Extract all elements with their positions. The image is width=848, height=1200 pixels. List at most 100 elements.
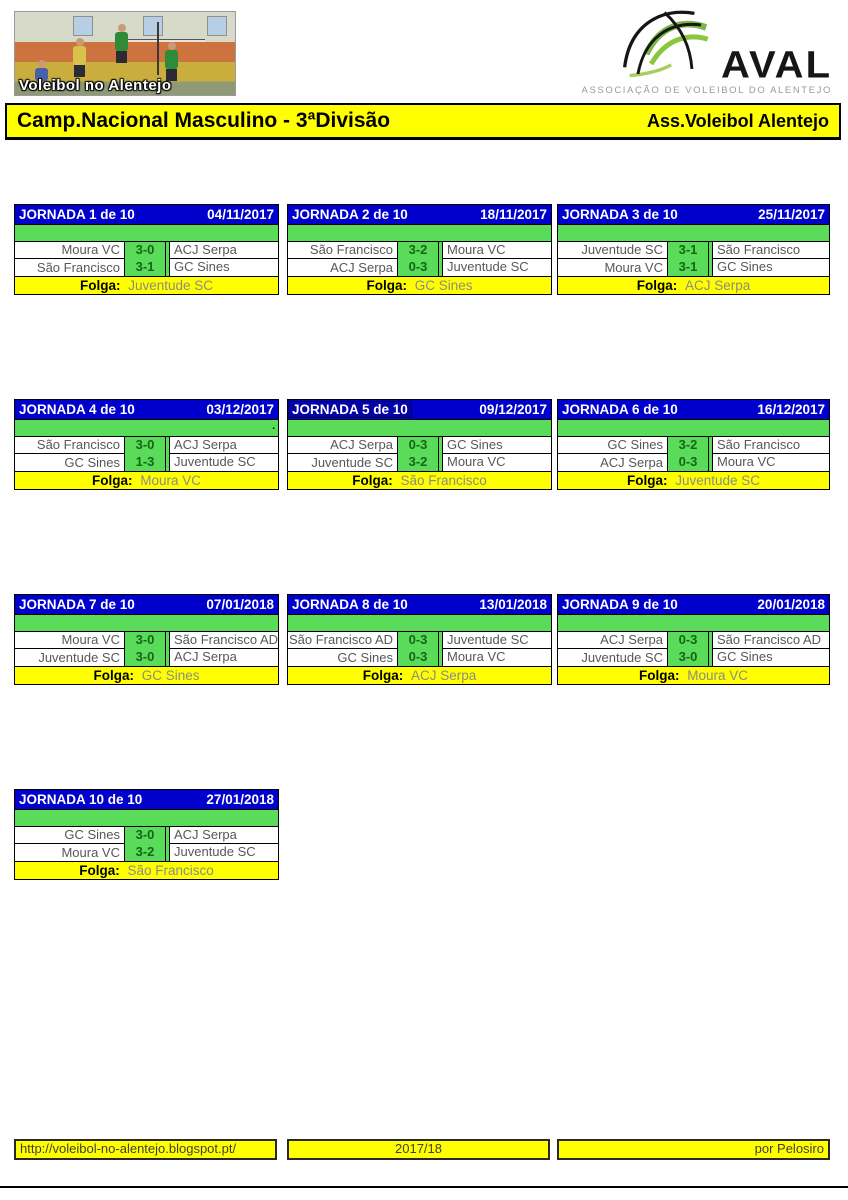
match-away-team[interactable]: GC Sines — [712, 259, 829, 276]
jornada-header[interactable]: JORNADA 6 de 10 16/12/2017 — [558, 400, 829, 420]
match-score[interactable]: 3-2 — [668, 437, 709, 454]
match-score[interactable]: 0-3 — [398, 632, 439, 649]
jornada-matches: Moura VC 3-0 ACJ Serpa São Francisco 3-1… — [15, 241, 278, 276]
match-home-team[interactable]: São Francisco AD — [288, 632, 398, 649]
match-score[interactable]: 3-0 — [125, 437, 166, 454]
match-away-team[interactable]: GC Sines — [712, 649, 829, 666]
match-away-team[interactable]: ACJ Serpa — [169, 649, 279, 666]
match-score[interactable]: 3-0 — [125, 649, 166, 666]
jornada-title: JORNADA 1 de 10 — [19, 207, 135, 222]
jornada-date: 16/12/2017 — [757, 402, 825, 417]
jornada-date: 07/01/2018 — [206, 597, 274, 612]
jornada-table: JORNADA 2 de 10 18/11/2017 São Francisco… — [287, 204, 552, 295]
match-home-team[interactable]: ACJ Serpa — [288, 259, 398, 276]
footer-credit: por Pelosiro — [557, 1139, 830, 1160]
match-score[interactable]: 3-2 — [125, 844, 166, 861]
jornada-folga-row[interactable]: Folga: Moura VC — [15, 471, 278, 489]
folga-team: ACJ Serpa — [410, 668, 477, 683]
match-score[interactable]: 3-1 — [668, 259, 709, 276]
jornada-header[interactable]: JORNADA 3 de 10 25/11/2017 — [558, 205, 829, 225]
match-score[interactable]: 0-3 — [398, 649, 439, 666]
page-title: Camp.Nacional Masculino - 3ªDivisão — [17, 109, 391, 132]
match-home-team[interactable]: Juventude SC — [558, 242, 668, 259]
jornada-folga-row[interactable]: Folga: GC Sines — [288, 276, 551, 294]
match-score[interactable]: 3-0 — [125, 632, 166, 649]
match-score[interactable]: 3-2 — [398, 454, 439, 471]
jornada-title: JORNADA 8 de 10 — [292, 597, 408, 612]
match-score[interactable]: 3-0 — [668, 649, 709, 666]
match-away-team[interactable]: ACJ Serpa — [169, 827, 278, 844]
match-score[interactable]: 0-3 — [398, 259, 439, 276]
match-home-team[interactable]: São Francisco — [288, 242, 398, 259]
match-score[interactable]: 3-2 — [398, 242, 439, 259]
match-home-team[interactable]: Juventude SC — [558, 649, 668, 666]
match-away-team[interactable]: Moura VC — [442, 242, 551, 259]
match-away-team[interactable]: Moura VC — [712, 454, 829, 471]
match-home-team[interactable]: GC Sines — [15, 827, 125, 844]
score-gap — [439, 437, 442, 471]
match-away-team[interactable]: Juventude SC — [442, 259, 551, 276]
jornada-folga-row[interactable]: Folga: ACJ Serpa — [288, 666, 551, 684]
match-score[interactable]: 3-1 — [668, 242, 709, 259]
match-score[interactable]: 0-3 — [668, 454, 709, 471]
jornada-header[interactable]: JORNADA 10 de 10 27/01/2018 — [15, 790, 278, 810]
jornada-spacer-row — [15, 225, 278, 241]
match-score[interactable]: 0-3 — [668, 632, 709, 649]
jornada-header[interactable]: JORNADA 9 de 10 20/01/2018 — [558, 595, 829, 615]
jornada-header[interactable]: JORNADA 1 de 10 04/11/2017 — [15, 205, 278, 225]
match-score[interactable]: 3-1 — [125, 259, 166, 276]
jornada-header[interactable]: JORNADA 7 de 10 07/01/2018 — [15, 595, 278, 615]
match-home-team[interactable]: GC Sines — [15, 454, 125, 471]
jornada-matches: ACJ Serpa 0-3 São Francisco AD Juventude… — [558, 631, 829, 666]
match-away-team[interactable]: São Francisco AD — [712, 632, 829, 649]
jornada-folga-row[interactable]: Folga: São Francisco — [15, 861, 278, 879]
match-score[interactable]: 3-0 — [125, 242, 166, 259]
match-away-team[interactable]: ACJ Serpa — [169, 437, 278, 454]
footer-url[interactable]: http://voleibol-no-alentejo.blogspot.pt/ — [14, 1139, 277, 1160]
match-home-team[interactable]: Moura VC — [558, 259, 668, 276]
match-home-team[interactable]: Juventude SC — [288, 454, 398, 471]
match-score[interactable]: 0-3 — [398, 437, 439, 454]
match-away-team[interactable]: São Francisco AD — [169, 632, 279, 649]
jornada-header[interactable]: JORNADA 4 de 10 03/12/2017 — [15, 400, 278, 420]
player-figure — [115, 24, 128, 63]
match-away-team[interactable]: GC Sines — [442, 437, 551, 454]
match-home-team[interactable]: São Francisco — [15, 437, 125, 454]
match-home-team[interactable]: Juventude SC — [15, 649, 125, 666]
match-away-team[interactable]: São Francisco — [712, 242, 829, 259]
volleyball-icon — [623, 10, 709, 78]
match-home-team[interactable]: ACJ Serpa — [288, 437, 398, 454]
match-away-team[interactable]: Juventude SC — [442, 632, 551, 649]
match-home-team[interactable]: São Francisco — [15, 259, 125, 276]
match-home-team[interactable]: GC Sines — [558, 437, 668, 454]
jornada-folga-row[interactable]: Folga: Juventude SC — [15, 276, 278, 294]
match-away-team[interactable]: Moura VC — [442, 649, 551, 666]
match-home-team[interactable]: Moura VC — [15, 632, 125, 649]
jornada-title: JORNADA 7 de 10 — [19, 597, 135, 612]
jornada-spacer-row — [558, 615, 829, 631]
jornada-header[interactable]: JORNADA 5 de 10 09/12/2017 — [288, 400, 551, 420]
match-home-team[interactable]: ACJ Serpa — [558, 454, 668, 471]
jornada-table: JORNADA 6 de 10 16/12/2017 GC Sines 3-2 … — [557, 399, 830, 490]
match-away-team[interactable]: GC Sines — [169, 259, 278, 276]
match-away-team[interactable]: ACJ Serpa — [169, 242, 278, 259]
jornada-folga-row[interactable]: Folga: Juventude SC — [558, 471, 829, 489]
header-photo: Voleibol no Alentejo — [14, 11, 236, 96]
match-home-team[interactable]: ACJ Serpa — [558, 632, 668, 649]
match-home-team[interactable]: Moura VC — [15, 844, 125, 861]
jornada-folga-row[interactable]: Folga: Moura VC — [558, 666, 829, 684]
jornada-folga-row[interactable]: Folga: ACJ Serpa — [558, 276, 829, 294]
match-away-team[interactable]: Juventude SC — [169, 844, 278, 861]
match-away-team[interactable]: Moura VC — [442, 454, 551, 471]
match-away-team[interactable]: São Francisco — [712, 437, 829, 454]
jornada-title: JORNADA 4 de 10 — [19, 402, 135, 417]
jornada-folga-row[interactable]: Folga: São Francisco — [288, 471, 551, 489]
match-home-team[interactable]: Moura VC — [15, 242, 125, 259]
match-score[interactable]: 3-0 — [125, 827, 166, 844]
jornada-folga-row[interactable]: Folga: GC Sines — [15, 666, 278, 684]
match-away-team[interactable]: Juventude SC — [169, 454, 278, 471]
jornada-header[interactable]: JORNADA 8 de 10 13/01/2018 — [288, 595, 551, 615]
match-home-team[interactable]: GC Sines — [288, 649, 398, 666]
jornada-header[interactable]: JORNADA 2 de 10 18/11/2017 — [288, 205, 551, 225]
match-score[interactable]: 1-3 — [125, 454, 166, 471]
